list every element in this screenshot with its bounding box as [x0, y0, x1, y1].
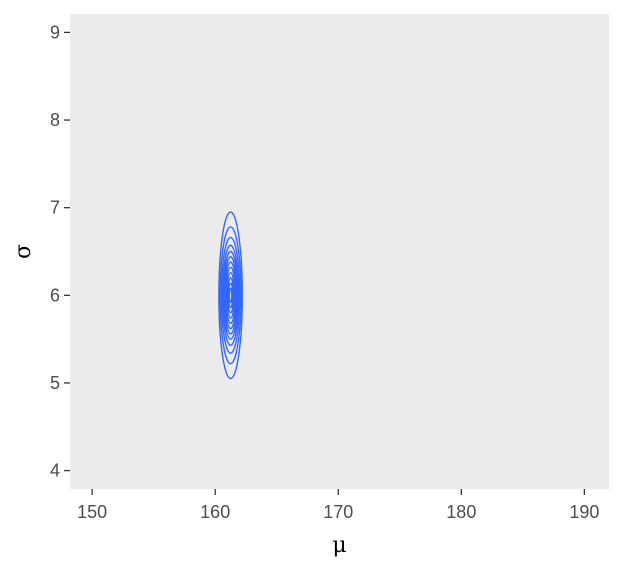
x-tick-label: 180	[446, 502, 476, 522]
contour-line	[219, 226, 242, 365]
contour-line	[228, 287, 233, 304]
x-axis: 150 160 170 180 190	[77, 489, 599, 522]
x-tick-label: 160	[200, 502, 230, 522]
y-tick-label: 8	[50, 110, 60, 130]
x-tick-label: 170	[323, 502, 353, 522]
contour-line	[222, 250, 239, 340]
panel-background	[70, 14, 609, 489]
contour-line	[218, 211, 243, 380]
y-axis: 4 5 6 7 8 9	[50, 22, 70, 481]
contour-line	[221, 244, 240, 346]
x-tick-label: 150	[77, 502, 107, 522]
contour-line	[226, 271, 236, 319]
y-tick-label: 6	[50, 285, 60, 305]
y-axis-title: σ	[11, 244, 36, 259]
contour-line	[225, 266, 236, 325]
contour-line	[227, 282, 234, 309]
contour-line	[223, 256, 238, 335]
contour-line	[220, 236, 241, 354]
x-tick-label: 190	[569, 502, 599, 522]
contour-line	[224, 261, 237, 330]
x-axis-title: μ	[332, 533, 346, 558]
contour-line	[226, 277, 235, 314]
y-tick-label: 7	[50, 198, 60, 218]
contour-group	[218, 211, 243, 380]
y-tick-label: 4	[50, 461, 60, 481]
y-tick-label: 5	[50, 373, 60, 393]
y-tick-label: 9	[50, 22, 60, 42]
